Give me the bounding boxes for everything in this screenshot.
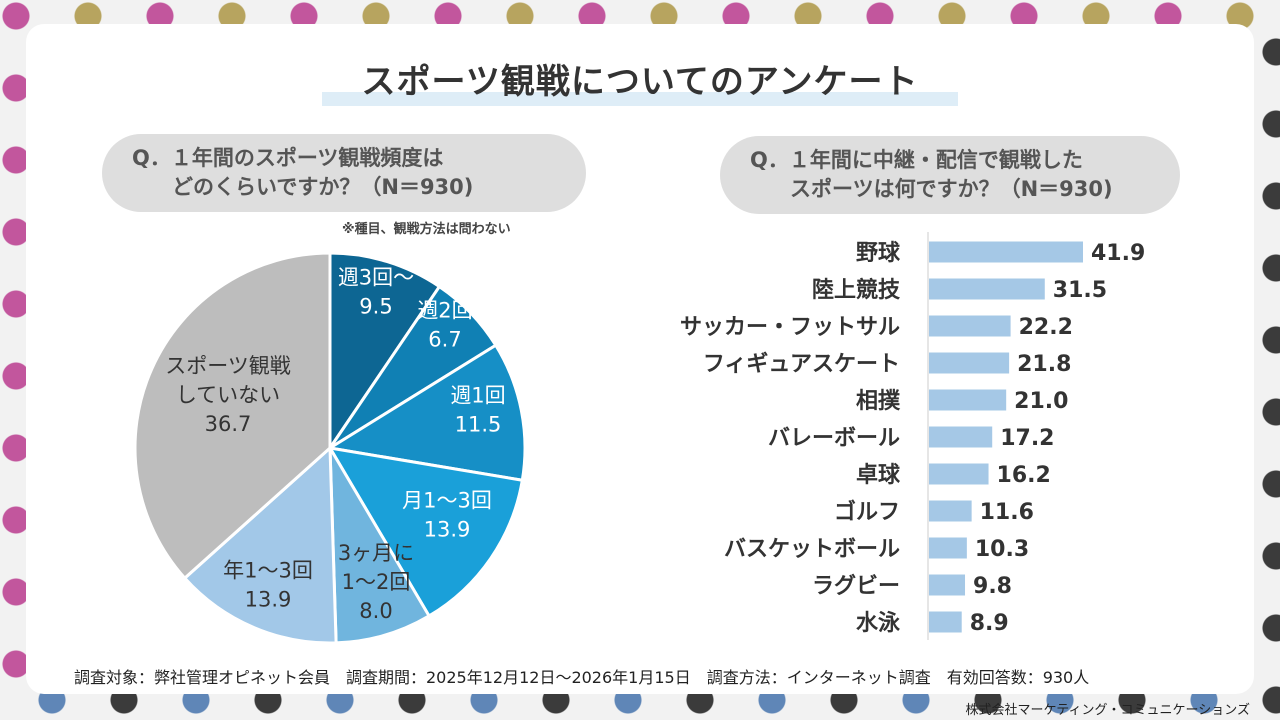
pie-slice-label: 週1回 11.5 (450, 384, 505, 437)
bar-category-label: 野球 (856, 241, 901, 266)
bar (929, 278, 1045, 300)
question-2-line1: Q．１年間に中継・配信で観戦した (750, 148, 1083, 172)
bar (929, 352, 1010, 374)
bar (929, 241, 1083, 263)
bar-value-label: 31.5 (1053, 278, 1107, 303)
question-1-line1: Q．１年間のスポーツ観戦頻度は (132, 146, 444, 170)
bar-category-label: バレーボール (768, 426, 900, 451)
page-title: スポーツ観戦についてのアンケート (361, 62, 919, 102)
bar-category-label: バスケットボール (724, 537, 900, 562)
title-block: スポーツ観戦についてのアンケート (322, 54, 958, 106)
bar-value-label: 9.8 (973, 574, 1012, 599)
survey-footer: 調査対象：弊社管理オピネット会員 調査期間：2025年12月12日～2026年1… (74, 668, 1090, 687)
bar-category-label: サッカー・フットサル (680, 315, 900, 340)
bar-category-label: 水泳 (856, 611, 901, 636)
bar (929, 537, 967, 559)
bar-value-label: 41.9 (1091, 241, 1145, 266)
pie-slice (325, 343, 527, 482)
bar-value-label: 21.0 (1014, 389, 1068, 414)
pie-slice-label: 3ヶ月に 1～2回 8.0 (338, 541, 414, 623)
pie-slice (328, 251, 442, 453)
pie-slice-label: 週3回～ 9.5 (338, 266, 414, 319)
bar (929, 389, 1007, 411)
bar (929, 574, 966, 596)
bar-value-label: 17.2 (1000, 426, 1054, 451)
bar-value-label: 21.8 (1017, 352, 1071, 377)
bar-category-label: 相撲 (856, 389, 901, 414)
bar-category-label: ラグビー (812, 573, 900, 599)
bar (929, 611, 962, 633)
pie-slice (327, 445, 525, 619)
bar-value-label: 11.6 (980, 500, 1034, 525)
question-1-line2: どのくらいですか？（N＝930) (172, 175, 474, 199)
bar (929, 426, 993, 448)
pie-slice (328, 447, 432, 645)
bar (929, 500, 972, 522)
bar-category-label: ゴルフ (834, 499, 900, 525)
pie-note: ※種目、観戦方法は問わない (342, 222, 511, 237)
question-2-box: Q．１年間に中継・配信で観戦した スポーツは何ですか？（N＝930) (720, 136, 1180, 214)
bar-category-label: 卓球 (856, 463, 901, 488)
pie-slice-label: 月1～3回 13.9 (402, 489, 492, 542)
title-underline (322, 92, 958, 106)
bar-category-label: 陸上競技 (812, 277, 901, 303)
pie-slice (182, 444, 338, 645)
bar (929, 463, 989, 485)
question-1-box: Q．１年間のスポーツ観戦頻度は どのくらいですか？（N＝930) (102, 134, 586, 212)
company-name: 株式会社マーケティング・コミュニケーションズ (965, 703, 1250, 718)
pie-slice (133, 251, 332, 581)
pie-slice-label: 週2回 6.7 (417, 299, 472, 352)
bar (929, 315, 1011, 337)
pie-slice-label: スポーツ観戦していない 36.7 (165, 354, 291, 436)
bar-value-label: 22.2 (1019, 315, 1073, 340)
question-2-line2: スポーツは何ですか？（N＝930) (790, 177, 1113, 201)
pie-slice-label: 年1～3回 13.9 (223, 559, 313, 612)
bar-value-label: 8.9 (970, 611, 1009, 636)
bar-value-label: 10.3 (975, 537, 1029, 562)
bar-category-label: フィギュアスケート (703, 352, 900, 377)
bar-value-label: 16.2 (997, 463, 1051, 488)
